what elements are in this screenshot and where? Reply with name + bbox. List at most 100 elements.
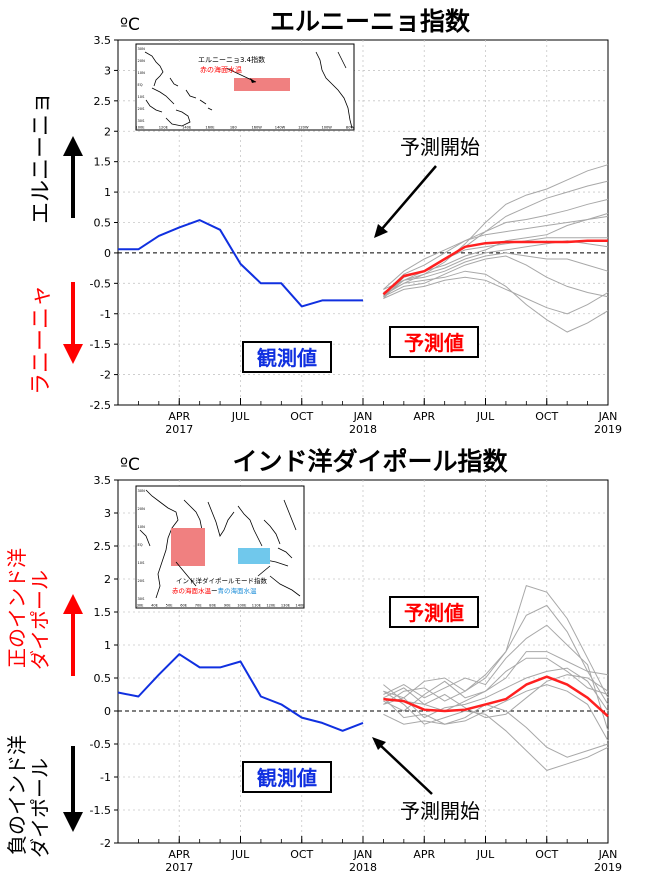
y-tick-label: 0 [104, 705, 111, 718]
x-year-label: 2019 [594, 423, 622, 436]
y-tick-label: 3 [104, 64, 111, 77]
ensemble-member-line [383, 657, 609, 712]
elnino-label: エルニーニョ [29, 92, 54, 224]
up-arrow-icon [63, 136, 83, 156]
inset-lon-label: 100W [321, 126, 332, 130]
y-tick-label: 3.5 [94, 34, 112, 47]
y-tick-label: 1 [104, 186, 111, 199]
x-year-label: 2019 [594, 861, 622, 874]
y-tick-label: 2.5 [94, 540, 112, 553]
inset-lon-label: 70E [195, 604, 203, 608]
positive-iod-label-2: ダイポール [28, 570, 52, 670]
observed-annotation: 観測値 [257, 766, 317, 790]
forecast-box [389, 596, 479, 628]
observed-box [242, 761, 332, 793]
inset-subtitle-blue: 青の海面水温 [218, 586, 258, 595]
x-tick-label: JAN [598, 410, 618, 423]
negative-iod-label: 負のインド洋 [5, 735, 29, 855]
inset-lon-label: 120E [159, 126, 169, 130]
y-tick-label: 2 [104, 125, 111, 138]
inset-lat-label: 10S [138, 561, 146, 565]
ensemble-member-line [383, 684, 609, 741]
inset-lon-label: 30E [137, 604, 145, 608]
west-region-box [171, 528, 205, 566]
inset-lon-label: 80E [209, 604, 217, 608]
inset-lon-label: 140W [275, 126, 286, 130]
ensemble-member-line [383, 674, 609, 719]
down-arrow-icon [63, 344, 83, 364]
x-tick-label: APR [413, 410, 435, 423]
y-axis-ticks: 3.5 3 2.5 2 1.5 1 0.5 0 -0.5 -1 -1.5 -2 -2.5 [90, 34, 118, 412]
lanina-label: ラニーニャ [29, 285, 54, 395]
series-lines [117, 653, 609, 732]
inset-lon-label: 140E [295, 604, 305, 608]
inset-lon-label: 110E [252, 604, 262, 608]
inset-arrow-west [175, 561, 197, 587]
east-region-box [238, 548, 270, 564]
y-tick-label: -1 [100, 771, 111, 784]
x-tick-label: APR [413, 848, 435, 861]
ensemble-member-line [383, 276, 609, 315]
ensemble-member-line [383, 651, 609, 712]
y-tick-label: 0.5 [94, 217, 112, 230]
coastlines [144, 51, 353, 129]
x-year-label: 2018 [349, 423, 377, 436]
inset-lat-label: 20N [138, 507, 146, 511]
iod-panel: インド洋ダイポール指数 ºC 3.5 3 2.5 2 1.5 1 0.5 0 -0.5 -1 -1.… [5, 447, 622, 874]
y-tick-label: 2 [104, 573, 111, 586]
inset-lat-label: 10N [138, 525, 146, 529]
forecast-annotation: 予測値 [404, 331, 464, 355]
inset-lon-label: 140E [182, 126, 192, 130]
inset-lon-label: 100E [237, 604, 247, 608]
inset-lat-label: 20S [138, 107, 146, 111]
inset-lat-label: 30N [138, 489, 146, 493]
x-tick-label: OCT [535, 410, 558, 423]
observed-line [117, 653, 364, 732]
down-arrow-icon [63, 812, 83, 832]
elnino-panel: エルニーニョ指数 ºC 3.5 3 2.5 2 1.5 1 0.5 0 -0.5 -1 -1.5 -2… [29, 7, 622, 436]
forecast-mean-line [383, 675, 609, 718]
series-lines [118, 219, 608, 308]
y-tick-label: -0.5 [90, 277, 111, 290]
x-tick-label: JUL [476, 848, 495, 861]
y-tick-label: -0.5 [90, 738, 111, 751]
inset-lat-label: EQ [138, 543, 143, 547]
inset-lon-label: 60E [180, 604, 188, 608]
inset-lon-label: 50E [166, 604, 174, 608]
x-tick-label: JUL [476, 410, 495, 423]
ensemble-member-line [383, 604, 609, 705]
ensemble-member-line [383, 255, 609, 298]
inset-lon-label: 160E [205, 126, 215, 130]
ensemble-member-line [383, 198, 609, 295]
ensemble-member-line [383, 690, 609, 771]
forecast-start-arrow-head [374, 224, 388, 238]
inset-lat-label: 30S [138, 119, 146, 123]
y-tick-label: 1.5 [94, 156, 112, 169]
inset-lon-label: 120E [266, 604, 276, 608]
inset-subtitle-sep: ー [211, 587, 218, 595]
forecast-start-annotation: 予測開始 [400, 799, 480, 823]
ensemble-member-line [383, 252, 609, 293]
inset-lon-label: 120W [298, 126, 309, 130]
inset-subtitle-red: 赤の海面水温 [172, 586, 212, 595]
inset-frame [135, 485, 305, 609]
y-tick-label: 0 [104, 247, 111, 260]
inset-lon-label: 130E [281, 604, 291, 608]
x-tick-label: JAN [353, 848, 373, 861]
chart-title: インド洋ダイポール指数 [232, 447, 508, 476]
x-tick-label: OCT [290, 410, 313, 423]
inset-lat-labels: 30N 20N 10N EQ 10S 20S 30S [138, 489, 146, 601]
inset-lat-label: EQ [138, 83, 143, 87]
ensemble-member-line [383, 270, 609, 333]
up-arrow-icon [63, 594, 83, 614]
y-tick-label: 2.5 [94, 95, 112, 108]
ensemble-member-line [383, 667, 609, 719]
x-tick-label: APR [168, 410, 190, 423]
forecast-start-arrow-head [372, 737, 386, 750]
forecast-start-arrow [379, 744, 433, 795]
ensemble-member-line [383, 215, 609, 290]
inset-lon-label: 80W [346, 126, 355, 130]
y-tick-label: 1 [104, 639, 111, 652]
